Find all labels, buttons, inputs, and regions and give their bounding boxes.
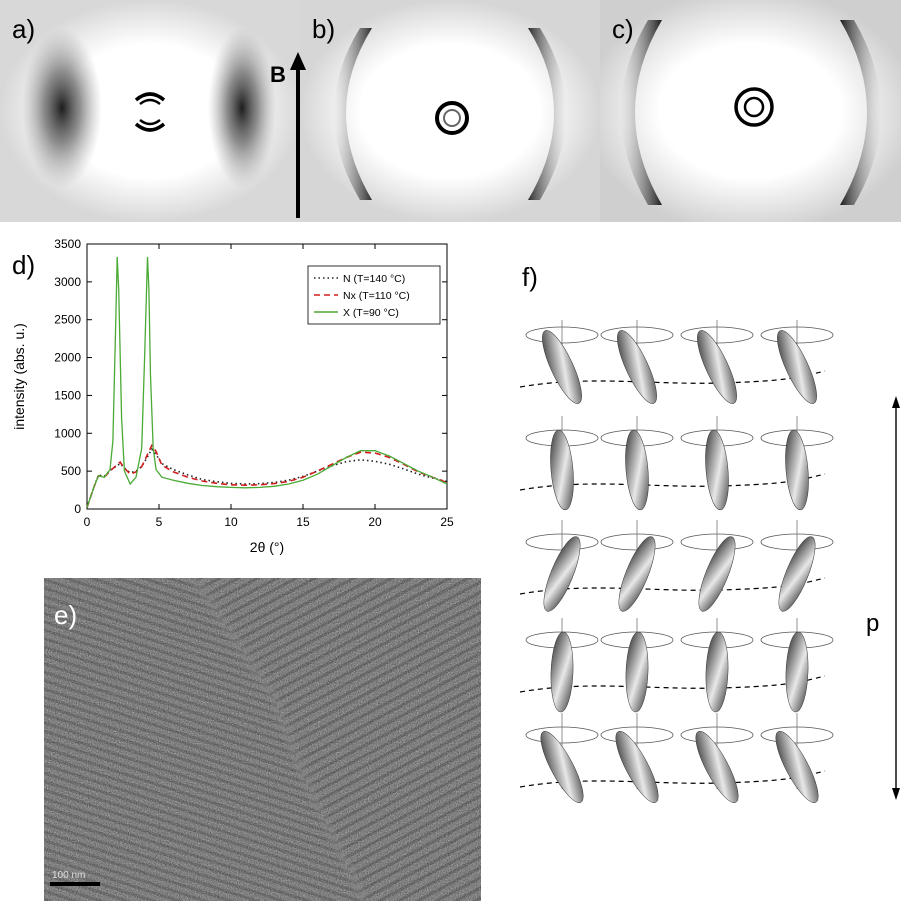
molecule [785, 631, 809, 713]
y-tick-label: 2500 [54, 313, 81, 327]
molecule [705, 631, 729, 713]
molecule [785, 429, 809, 511]
molecule [617, 330, 657, 404]
molecule [775, 731, 819, 803]
x-tick-label: 15 [296, 515, 310, 529]
molecule [777, 330, 817, 404]
y-tick-label: 3500 [54, 237, 81, 251]
molecule [698, 536, 736, 612]
panel-label-c: c) [612, 14, 634, 44]
molecular-schematic [519, 320, 900, 803]
panel-label-a: a) [12, 14, 36, 44]
x-axis-label: 2θ (°) [250, 539, 284, 555]
panel-label-e: e) [54, 600, 78, 630]
x-tick-label: 10 [224, 515, 238, 529]
molecule [695, 731, 739, 803]
molecule [615, 731, 659, 803]
y-tick-label: 1000 [54, 426, 81, 440]
molecule [550, 631, 574, 713]
plot-frame [86, 243, 448, 510]
legend-label-1: Nx (T=110 °C) [343, 290, 410, 302]
series-line-1 [86, 443, 448, 508]
y-tick-label: 0 [74, 502, 81, 516]
field-arrow-icon [290, 52, 306, 218]
xray-pattern-a [0, 0, 300, 222]
molecule [540, 731, 584, 803]
x-tick-label: 5 [156, 515, 163, 529]
xray-pattern-c [600, 0, 901, 222]
scale-bar-label: 100 nm [52, 870, 85, 881]
molecule [618, 536, 656, 612]
field-label: B [270, 62, 286, 87]
panel-label-f: f) [522, 262, 538, 292]
y-tick-label: 2000 [54, 351, 81, 365]
panel-label-d: d) [12, 250, 36, 280]
x-tick-label: 0 [84, 515, 91, 529]
tem-micrograph: 100 nm [44, 578, 481, 901]
series-line-2 [86, 256, 448, 508]
y-axis-label: intensity (abs. u.) [11, 323, 27, 430]
molecule [625, 631, 649, 713]
pitch-label: p [866, 610, 880, 637]
panel-label-b: b) [312, 14, 336, 44]
x-tick-label: 25 [440, 515, 454, 529]
x-tick-label: 20 [368, 515, 382, 529]
y-tick-label: 1500 [54, 388, 81, 402]
legend-label-0: N (T=140 °C) [343, 273, 405, 285]
series-line-0 [86, 447, 448, 508]
molecule [705, 429, 729, 511]
molecule [543, 536, 581, 612]
legend-label-2: X (T=90 °C) [343, 307, 399, 319]
molecule [625, 429, 649, 511]
molecule [778, 536, 816, 612]
molecule [542, 330, 582, 404]
y-tick-label: 3000 [54, 275, 81, 289]
molecule [550, 429, 574, 511]
xray-pattern-b [300, 0, 600, 222]
intensity-chart: 0 5 10 15 20 25 0 500 1000 1500 2000 2500 3000 3500 2θ… [11, 237, 454, 555]
y-tick-label: 500 [61, 464, 81, 478]
molecule [697, 330, 737, 404]
